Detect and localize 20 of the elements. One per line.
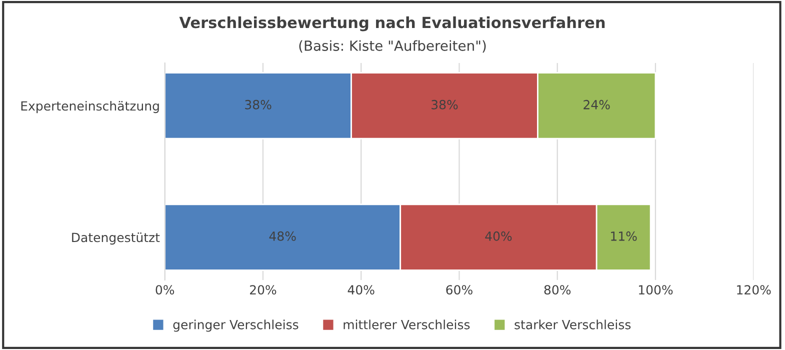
data-label: 11% [611,231,637,241]
y-tick-label: Experteneinschätzung [21,100,159,114]
data-label: 38% [432,100,458,110]
chart-subtitle: (Basis: Kiste "Aufbereiten") [299,40,486,53]
y-tick-label: Datengestützt [72,232,160,245]
legend-label: mittlerer Verschleiss [344,320,470,330]
x-tick-label: 60% [446,285,472,295]
chart-title: Verschleissbewertung nach Evaluationsverfahren [179,16,605,32]
data-label: 24% [584,100,610,110]
legend-label: geringer Verschleiss [173,320,298,332]
data-label: 40% [485,231,512,241]
legend-label: starker Verschleiss [514,320,631,330]
x-tick-label: 100% [638,285,673,295]
x-tick-label: 0% [156,285,174,295]
x-tick-label: 40% [348,285,374,295]
data-label: 38% [245,100,272,110]
data-label: 48% [269,231,296,241]
x-tick-label: 120% [737,285,771,295]
x-tick-label: 20% [250,285,276,295]
x-tick-label: 80% [544,285,571,295]
